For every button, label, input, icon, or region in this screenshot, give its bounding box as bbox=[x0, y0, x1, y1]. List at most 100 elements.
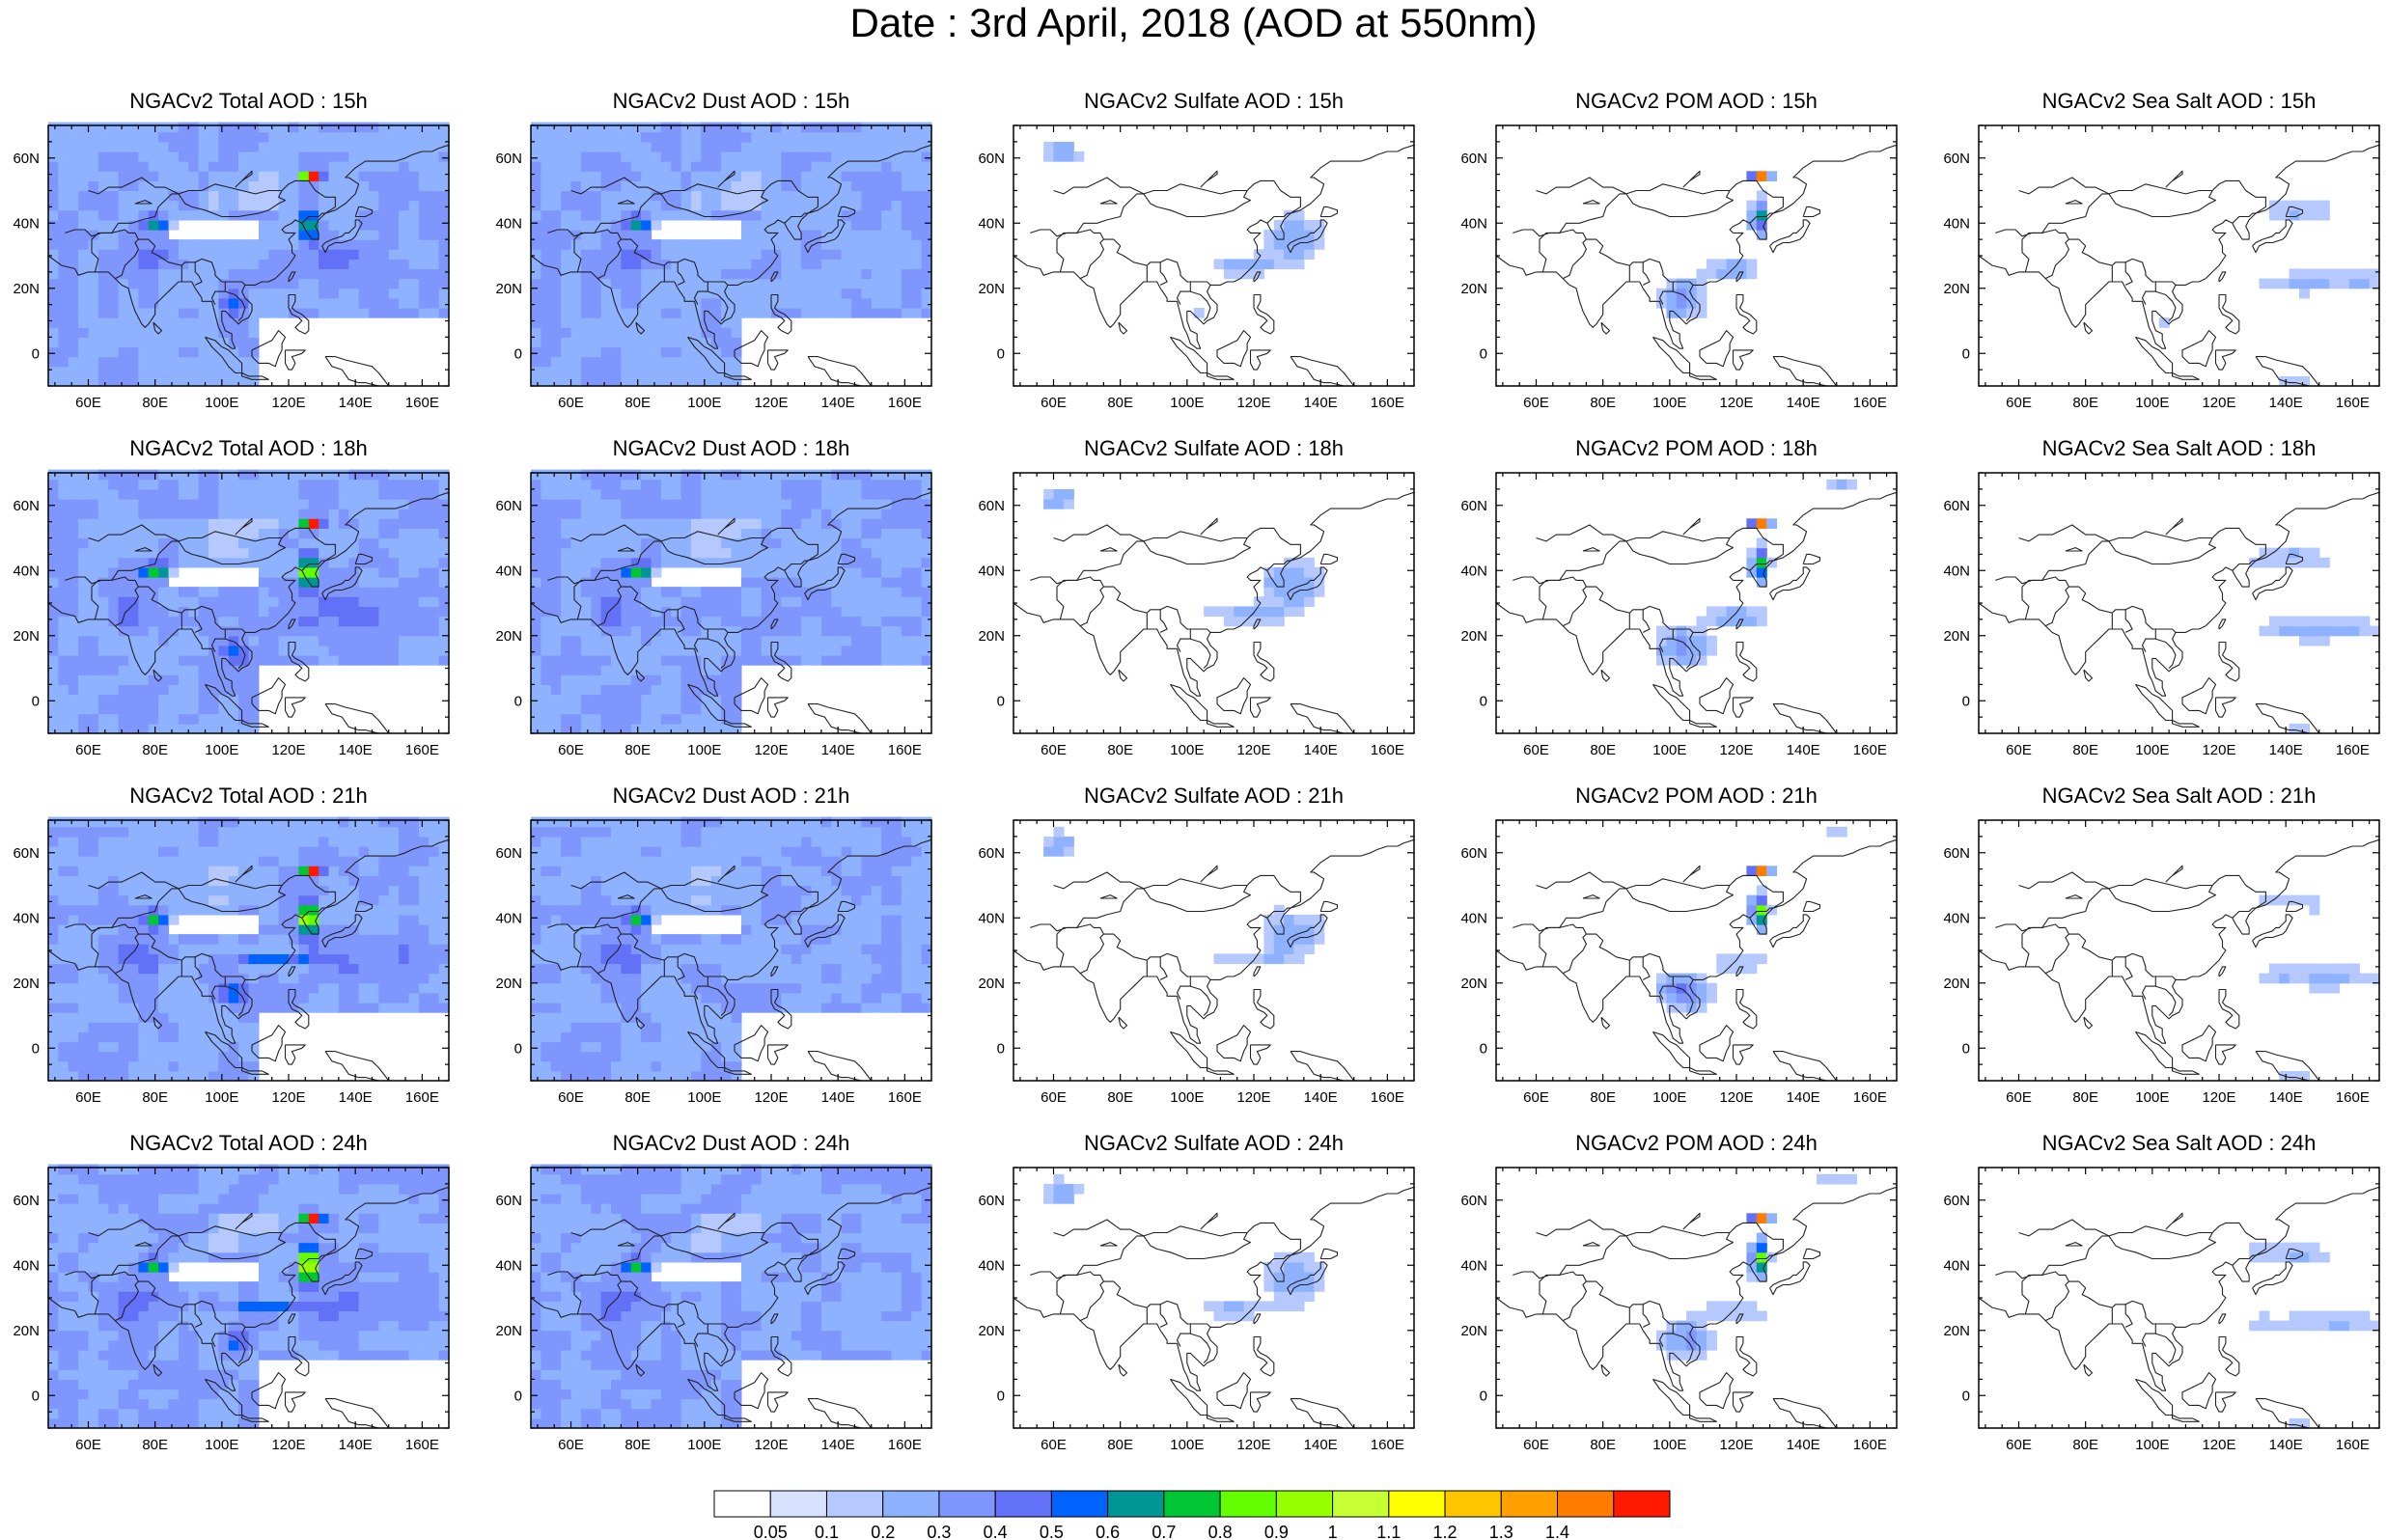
coastlines bbox=[1978, 1186, 2380, 1429]
panel-title-total-15h: NGACv2 Total AOD : 15h bbox=[129, 89, 368, 113]
lon-tick-label: 60E bbox=[1523, 395, 1549, 411]
lat-tick-label: 60N bbox=[495, 498, 522, 514]
lon-tick-label: 160E bbox=[405, 395, 439, 411]
lon-tick-label: 120E bbox=[1236, 1437, 1270, 1453]
map-panel-seasalt-24h: 60E 80E 100E 120E 140E 160E 60N 40N 20N 0 bbox=[1943, 1167, 2380, 1453]
lon-tick-label: 60E bbox=[1041, 742, 1067, 758]
lon-tick-label: 60E bbox=[1523, 1089, 1549, 1106]
lat-tick-label: 0 bbox=[514, 693, 522, 709]
lat-tick-label: 20N bbox=[1943, 281, 1970, 297]
lat-tick-label: 40N bbox=[1943, 910, 1970, 926]
aod-shading bbox=[531, 1164, 932, 1429]
lat-tick-label: 40N bbox=[978, 1257, 1005, 1274]
colorbar-label: 1.1 bbox=[1376, 1523, 1401, 1540]
lon-tick-label: 60E bbox=[75, 395, 101, 411]
colorbar-box bbox=[1107, 1490, 1165, 1518]
map-frame bbox=[1978, 472, 2380, 734]
map-frame bbox=[1013, 472, 1415, 734]
lon-tick-label: 80E bbox=[2072, 1437, 2098, 1453]
map-frame bbox=[1495, 472, 1898, 734]
aod-shading bbox=[1043, 1173, 1325, 1322]
lon-tick-label: 120E bbox=[271, 742, 305, 758]
lon-tick-label: 160E bbox=[2336, 742, 2370, 758]
lat-tick-label: 20N bbox=[495, 628, 522, 645]
lon-tick-label: 80E bbox=[1590, 1089, 1616, 1106]
map-frame bbox=[1013, 1167, 1415, 1429]
lat-tick-label: 60N bbox=[1460, 498, 1487, 514]
lat-tick-label: 60N bbox=[1943, 845, 1970, 862]
aod-shading bbox=[531, 122, 932, 387]
lon-tick-label: 120E bbox=[2202, 1437, 2235, 1453]
lon-tick-label: 160E bbox=[1371, 742, 1404, 758]
lat-tick-label: 20N bbox=[13, 628, 40, 645]
lon-tick-label: 60E bbox=[2006, 742, 2032, 758]
lat-tick-label: 40N bbox=[1460, 910, 1487, 926]
lon-tick-label: 120E bbox=[271, 1089, 305, 1106]
panel-title-total-24h: NGACv2 Total AOD : 24h bbox=[129, 1131, 368, 1155]
lon-tick-label: 140E bbox=[339, 742, 373, 758]
aod-shading bbox=[1656, 826, 1847, 1013]
colorbar-label: 1.3 bbox=[1489, 1523, 1513, 1540]
coastlines bbox=[1978, 144, 2380, 387]
lat-tick-label: 40N bbox=[13, 215, 40, 232]
lat-tick-label: 20N bbox=[13, 281, 40, 297]
lat-tick-label: 40N bbox=[978, 215, 1005, 232]
lon-tick-label: 160E bbox=[1371, 1089, 1404, 1106]
lon-tick-label: 120E bbox=[1719, 1437, 1753, 1453]
lon-tick-label: 100E bbox=[205, 742, 238, 758]
coastlines bbox=[530, 144, 932, 387]
lat-tick-label: 60N bbox=[1943, 1193, 1970, 1209]
axis-ticks bbox=[1979, 819, 2379, 1082]
coastlines bbox=[530, 491, 932, 734]
lon-tick-label: 80E bbox=[1590, 742, 1616, 758]
colorbar-box bbox=[769, 1490, 827, 1518]
lon-tick-label: 160E bbox=[888, 1437, 922, 1453]
lat-tick-label: 60N bbox=[495, 1193, 522, 1209]
aod-shading bbox=[1043, 141, 1325, 318]
lon-tick-label: 80E bbox=[1107, 395, 1133, 411]
lat-tick-label: 20N bbox=[978, 281, 1005, 297]
map-panel-seasalt-21h: 60E 80E 100E 120E 140E 160E 60N 40N 20N 0 bbox=[1943, 819, 2380, 1106]
panel-title-pom-18h: NGACv2 POM AOD : 18h bbox=[1575, 436, 1818, 460]
colorbar-box bbox=[938, 1490, 996, 1518]
lat-tick-label: 40N bbox=[495, 563, 522, 579]
map-frame bbox=[1495, 124, 1898, 387]
lon-tick-label: 100E bbox=[687, 395, 721, 411]
map-panel-total-21h: 60E 80E 100E 120E 140E 160E 60N 40N 20N 0 bbox=[13, 816, 450, 1106]
lon-tick-label: 160E bbox=[2336, 1437, 2370, 1453]
lon-tick-label: 100E bbox=[2135, 1437, 2169, 1453]
lat-tick-label: 0 bbox=[514, 1388, 522, 1404]
colorbar-box bbox=[1557, 1490, 1615, 1518]
panel-title-dust-21h: NGACv2 Dust AOD : 21h bbox=[612, 784, 850, 808]
lon-tick-label: 140E bbox=[1304, 395, 1338, 411]
lon-tick-label: 160E bbox=[405, 1437, 439, 1453]
lat-tick-label: 0 bbox=[32, 345, 40, 362]
coastlines bbox=[47, 1186, 450, 1429]
map-panel-pom-18h: 60E 80E 100E 120E 140E 160E 60N 40N 20N 0 bbox=[1460, 472, 1898, 758]
lat-tick-label: 40N bbox=[1943, 1257, 1970, 1274]
lat-tick-label: 40N bbox=[13, 910, 40, 926]
lat-tick-label: 60N bbox=[13, 498, 40, 514]
map-frame bbox=[1978, 1167, 2380, 1429]
panel-title-pom-24h: NGACv2 POM AOD : 24h bbox=[1575, 1131, 1818, 1155]
coastlines bbox=[1495, 144, 1898, 387]
panel-title-sulfate-24h: NGACv2 Sulfate AOD : 24h bbox=[1083, 1131, 1345, 1155]
lat-tick-label: 20N bbox=[495, 976, 522, 992]
panel-title-seasalt-15h: NGACv2 Sea Salt AOD : 15h bbox=[2041, 89, 2317, 113]
panel-title-dust-18h: NGACv2 Dust AOD : 18h bbox=[612, 436, 850, 460]
map-panel-sulfate-15h: 60E 80E 100E 120E 140E 160E 60N 40N 20N 0 bbox=[978, 124, 1415, 411]
coastlines bbox=[1978, 839, 2380, 1082]
lon-tick-label: 100E bbox=[2135, 395, 2169, 411]
aod-shading bbox=[1656, 1173, 1858, 1361]
lon-tick-label: 120E bbox=[754, 1437, 788, 1453]
lon-tick-label: 60E bbox=[558, 1437, 584, 1453]
lon-tick-label: 100E bbox=[687, 1089, 721, 1106]
colorbar-box bbox=[1444, 1490, 1502, 1518]
lon-tick-label: 140E bbox=[1304, 742, 1338, 758]
lat-tick-label: 60N bbox=[495, 845, 522, 862]
panel-title-sulfate-21h: NGACv2 Sulfate AOD : 21h bbox=[1083, 784, 1345, 808]
map-panel-sulfate-18h: 60E 80E 100E 120E 140E 160E 60N 40N 20N 0 bbox=[978, 472, 1415, 758]
lon-tick-label: 140E bbox=[1304, 1437, 1338, 1453]
axis-ticks bbox=[1979, 124, 2379, 387]
lon-tick-label: 140E bbox=[2269, 1089, 2303, 1106]
